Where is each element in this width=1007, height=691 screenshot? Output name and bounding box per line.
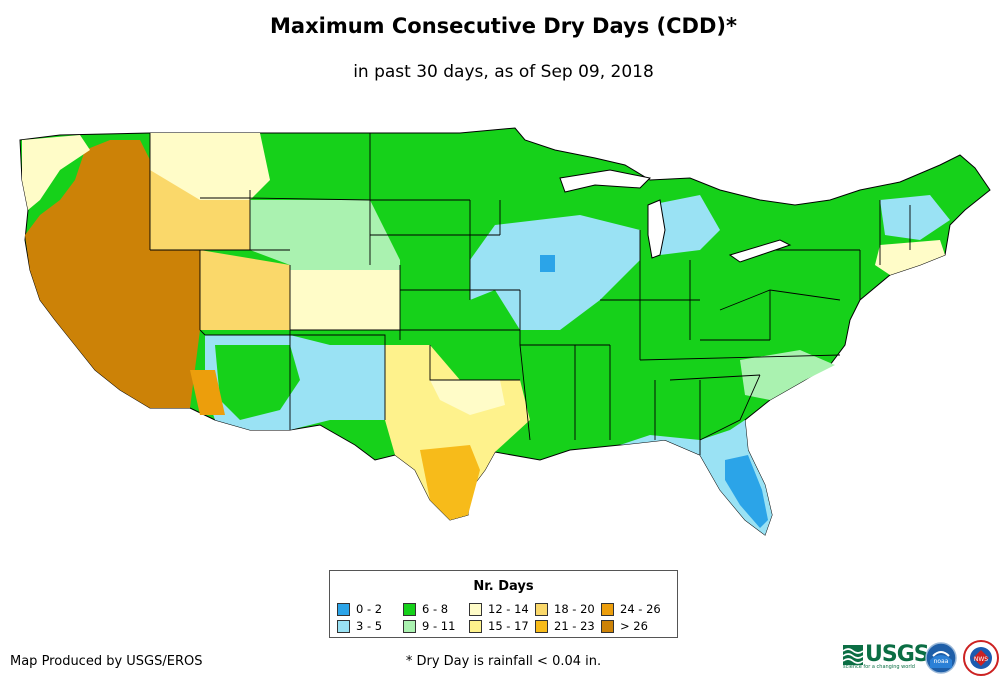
legend-item: 24 - 26: [601, 602, 661, 616]
zone-south-texas-21-23: [420, 445, 480, 520]
legend-swatch: [601, 602, 614, 616]
legend-title: Nr. Days: [473, 579, 534, 594]
producer-credit: Map Produced by USGS/EROS: [10, 654, 203, 669]
legend-label: 6 - 8: [422, 602, 449, 616]
lake-superior: [559, 169, 652, 193]
zone-great-lakes-3-5: [650, 195, 720, 255]
usgs-wave-icon: [843, 644, 863, 665]
legend-item: 6 - 8: [403, 602, 448, 616]
zone-nw-12-14: [22, 135, 90, 210]
lake-erie: [728, 239, 792, 263]
legend-item: 15 - 17: [469, 619, 529, 633]
zone-plains-12-14: [430, 380, 505, 415]
map-title: Maximum Consecutive Dry Days (CDD)*: [270, 14, 737, 38]
legend-swatch: [403, 602, 416, 616]
legend-swatch: [403, 619, 416, 633]
usgs-wordmark: USGS: [865, 642, 930, 667]
cdd-map: [19, 127, 991, 536]
legend-label: 24 - 26: [620, 602, 661, 616]
legend-item: 18 - 20: [535, 602, 595, 616]
legend-swatch: [535, 619, 548, 633]
legend-item: 9 - 11: [403, 619, 455, 633]
zone-great-basin-18-20: [200, 250, 290, 330]
legend-box: Nr. Days 0 - 2 3 - 5 6 - 8 9 - 11 12 - 14 15 …: [329, 570, 678, 638]
legend-item: 12 - 14: [469, 602, 529, 616]
zone-west-coast-gt26: [25, 140, 200, 408]
zone-florida-0-2: [725, 455, 768, 528]
zone-nrockies-12-14: [150, 133, 270, 200]
zone-iowa-0-2: [540, 255, 555, 272]
zone-ne-coast-12-14: [875, 240, 945, 275]
legend-swatch: [337, 602, 350, 616]
legend-item: 0 - 2: [337, 602, 382, 616]
zone-gulf-coast-3-5: [620, 420, 772, 535]
legend-label: 9 - 11: [422, 619, 456, 633]
lake-michigan: [647, 199, 666, 259]
legend-swatch: [469, 602, 482, 616]
usgs-tagline: science for a changing world: [843, 664, 915, 670]
legend-label: 3 - 5: [356, 619, 383, 633]
state-boundaries: [149, 133, 911, 455]
nws-logo-icon: NWS: [963, 640, 999, 676]
legend-label: > 26: [620, 619, 648, 633]
legend-label: 21 - 23: [554, 619, 595, 633]
zone-new-england-3-5: [880, 195, 950, 240]
zone-colorado-12-14: [290, 270, 400, 330]
legend-swatch: [469, 619, 482, 633]
legend-label: 12 - 14: [488, 602, 529, 616]
nws-text: NWS: [974, 656, 988, 663]
zone-arizona-south-24-26: [190, 370, 225, 415]
noaa-logo-icon: noaa: [925, 642, 957, 674]
legend-swatch: [337, 619, 350, 633]
zone-sw-6-8: [215, 345, 300, 420]
usgs-logo: USGS science for a changing world: [843, 642, 930, 670]
map-subtitle: in past 30 days, as of Sep 09, 2018: [353, 62, 654, 82]
zone-southeast-9-11: [740, 350, 835, 400]
legend-swatch: [535, 602, 548, 616]
legend-item: 21 - 23: [535, 619, 595, 633]
noaa-text: noaa: [934, 658, 949, 665]
legend-label: 0 - 2: [356, 602, 383, 616]
legend-label: 18 - 20: [554, 602, 595, 616]
legend-item: 3 - 5: [337, 619, 382, 633]
legend-swatch: [601, 619, 614, 633]
legend-label: 15 - 17: [488, 619, 529, 633]
zone-midwest-3-5: [470, 215, 640, 330]
legend-item: > 26: [601, 619, 648, 633]
dry-day-footnote: * Dry Day is rainfall < 0.04 in.: [405, 654, 602, 669]
